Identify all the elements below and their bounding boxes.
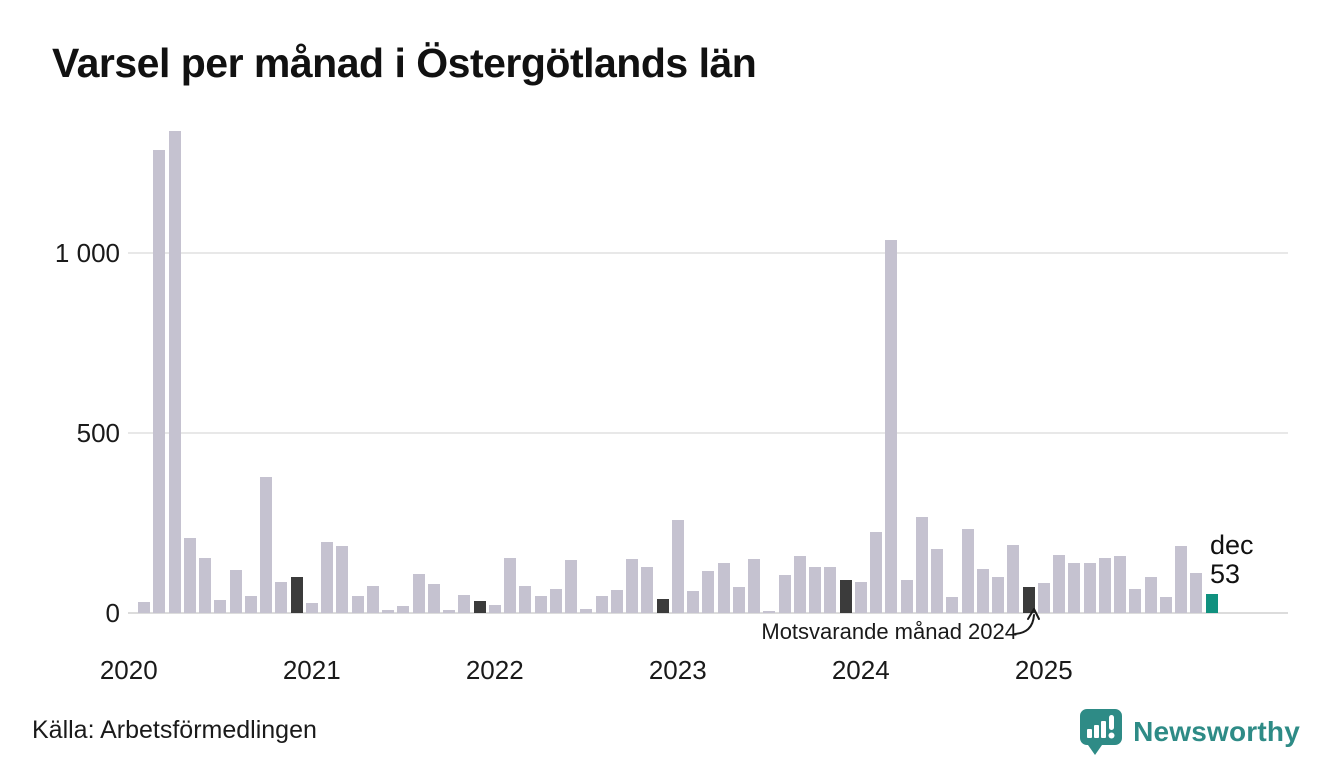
bar-2024-12 — [1022, 586, 1035, 613]
bar-2020-07 — [214, 600, 227, 613]
bar-2025-08 — [1144, 576, 1157, 613]
bar-2022-12 — [656, 598, 669, 613]
chart-title: Varsel per månad i Östergötlands län — [52, 40, 757, 86]
annotation-label: Motsvarande månad 2024 — [761, 619, 1017, 644]
bar-2022-02 — [504, 557, 516, 613]
bar-2021-05 — [366, 586, 379, 613]
bar-2021-09 — [427, 584, 440, 613]
bar-2024-11 — [1007, 544, 1020, 613]
bar-2025-01 — [1037, 583, 1050, 613]
y-tick-label-500: 500 — [76, 418, 120, 448]
bar-2025-09 — [1159, 596, 1172, 613]
bar-2023-06 — [748, 559, 760, 613]
bar-2023-07 — [763, 611, 776, 613]
bar-2025-07 — [1129, 588, 1142, 613]
gridline-0 — [128, 612, 1288, 614]
newsworthy-logo-text: Newsworthy — [1133, 716, 1300, 747]
bar-2022-05 — [549, 588, 562, 613]
bar-2024-01 — [854, 581, 867, 613]
x-tick-label-2023: 2023 — [648, 655, 707, 685]
bar-2020-10 — [260, 476, 272, 613]
bar-2020-12 — [290, 576, 303, 613]
bar-2023-05 — [732, 586, 745, 613]
bar-2023-12 — [839, 579, 852, 613]
bar-2024-02 — [870, 532, 882, 613]
source-label: Källa: Arbetsförmedlingen — [32, 716, 317, 744]
bar-2021-04 — [351, 595, 364, 613]
bar-2023-01 — [671, 520, 684, 613]
bar-2022-04 — [534, 596, 547, 613]
bar-2022-10 — [626, 559, 638, 613]
bar-2025-10 — [1175, 546, 1187, 613]
bar-2024-05 — [915, 516, 928, 613]
newsworthy-logo: Newsworthy — [1079, 708, 1300, 756]
bar-2023-08 — [778, 574, 791, 613]
bar-2023-02 — [687, 590, 699, 613]
bar-2022-03 — [519, 585, 532, 613]
y-tick-label-1000: 1 000 — [54, 238, 120, 268]
bar-2024-03 — [885, 240, 898, 613]
bar-2021-11 — [458, 595, 471, 613]
bar-2020-05 — [183, 538, 196, 613]
bar-2021-08 — [412, 574, 425, 613]
bar-2021-12 — [473, 601, 486, 613]
last-point-label: dec 53 — [1210, 531, 1254, 589]
bar-2025-05 — [1098, 558, 1111, 613]
bar-2020-03 — [153, 149, 166, 613]
bar-2021-02 — [321, 542, 333, 613]
bar-2024-09 — [976, 569, 989, 613]
bar-2022-11 — [641, 566, 654, 613]
x-tick-label-2025: 2025 — [1014, 655, 1073, 685]
bar-2020-11 — [275, 582, 288, 613]
bar-2021-03 — [336, 546, 349, 613]
bar-2020-02 — [138, 601, 150, 613]
bar-2022-08 — [595, 596, 608, 613]
gridline-500 — [128, 432, 1288, 434]
annotation-arrow-icon — [1014, 608, 1040, 635]
newsworthy-logo-icon — [1080, 709, 1123, 755]
x-tick-label-2021: 2021 — [282, 655, 341, 685]
bar-2024-06 — [931, 548, 943, 613]
bar-2023-11 — [824, 567, 837, 613]
bar-2021-06 — [382, 610, 394, 613]
bar-2023-10 — [809, 566, 821, 613]
bar-2023-09 — [793, 555, 806, 613]
bar-2024-08 — [961, 529, 974, 613]
y-tick-label-0: 0 — [105, 598, 120, 628]
x-tick-label-2024: 2024 — [831, 655, 890, 685]
bar-2020-08 — [229, 569, 242, 613]
bar-2022-06 — [565, 560, 577, 613]
bar-2025-03 — [1068, 562, 1081, 613]
x-tick-label-2022: 2022 — [465, 655, 524, 685]
bar-2020-06 — [199, 558, 211, 613]
bar-2025-02 — [1053, 554, 1065, 613]
bar-2022-09 — [610, 589, 623, 613]
bar-2023-03 — [702, 571, 715, 613]
bar-2024-07 — [946, 596, 959, 613]
bar-2023-04 — [717, 562, 730, 613]
bar-2024-10 — [992, 577, 1004, 613]
bar-2022-07 — [580, 609, 593, 613]
bar-2020-04 — [168, 130, 181, 613]
bar-2025-12 — [1205, 593, 1218, 613]
bar-2025-06 — [1114, 555, 1126, 613]
bar-2020-09 — [244, 595, 257, 613]
bar-2022-01 — [488, 605, 501, 613]
gridline-1000 — [128, 252, 1288, 254]
last-point-value: 53 — [1210, 559, 1241, 589]
x-tick-label-2020: 2020 — [99, 655, 158, 685]
bar-2021-01 — [305, 602, 318, 613]
bar-2021-07 — [397, 606, 410, 613]
bar-2021-10 — [443, 610, 455, 613]
bar-2025-11 — [1190, 572, 1203, 613]
bar-2024-04 — [900, 579, 913, 613]
last-point-month: dec — [1210, 530, 1254, 560]
bar-2025-04 — [1083, 562, 1096, 613]
